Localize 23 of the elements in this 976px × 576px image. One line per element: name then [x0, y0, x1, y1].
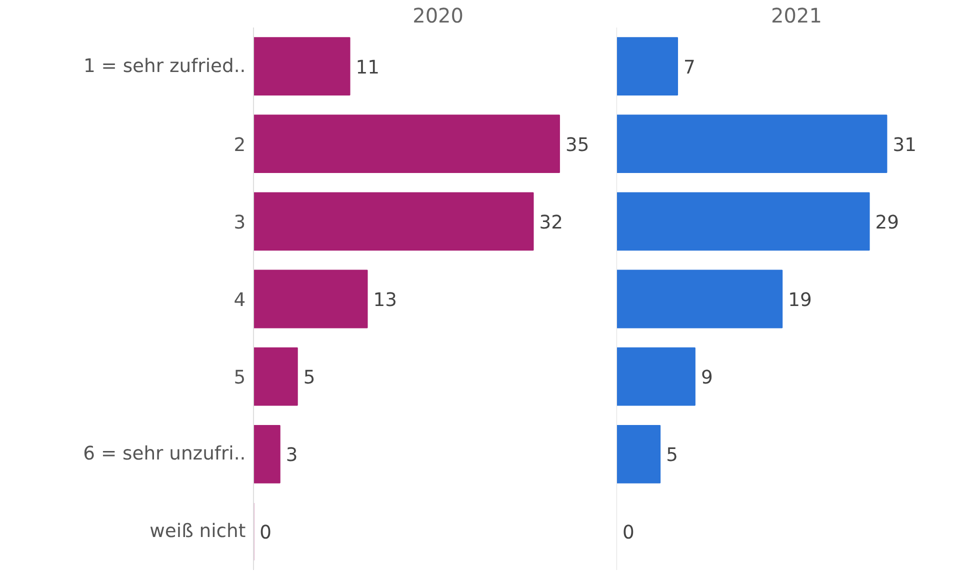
y-tick-label: weiß nicht [150, 521, 246, 542]
data-label: 9 [700, 368, 713, 389]
data-label: 19 [788, 290, 812, 311]
chart-title: 2021 [771, 4, 822, 28]
data-label: 35 [565, 134, 590, 156]
data-label: 5 [303, 368, 316, 389]
data-label: 11 [356, 57, 380, 78]
data-label: 31 [892, 134, 916, 156]
data-label: 0 [622, 522, 634, 544]
data-label: 7 [684, 57, 696, 78]
y-tick-label: 5 [234, 368, 246, 389]
data-label: 3 [286, 445, 298, 466]
data-label: 5 [666, 445, 678, 466]
data-label: 32 [539, 212, 563, 234]
data-label: 0 [260, 522, 272, 544]
data-label: 13 [373, 290, 398, 311]
chart-title: 2020 [412, 4, 464, 28]
y-tick-label: 4 [234, 290, 246, 311]
y-tick-label: 3 [234, 212, 246, 234]
y-tick-label: 1 = sehr zufried.. [83, 56, 246, 77]
y-tick-label: 2 [234, 134, 246, 156]
y-tick-label: 6 = sehr unzufri.. [83, 444, 246, 465]
data-label: 29 [875, 212, 900, 234]
